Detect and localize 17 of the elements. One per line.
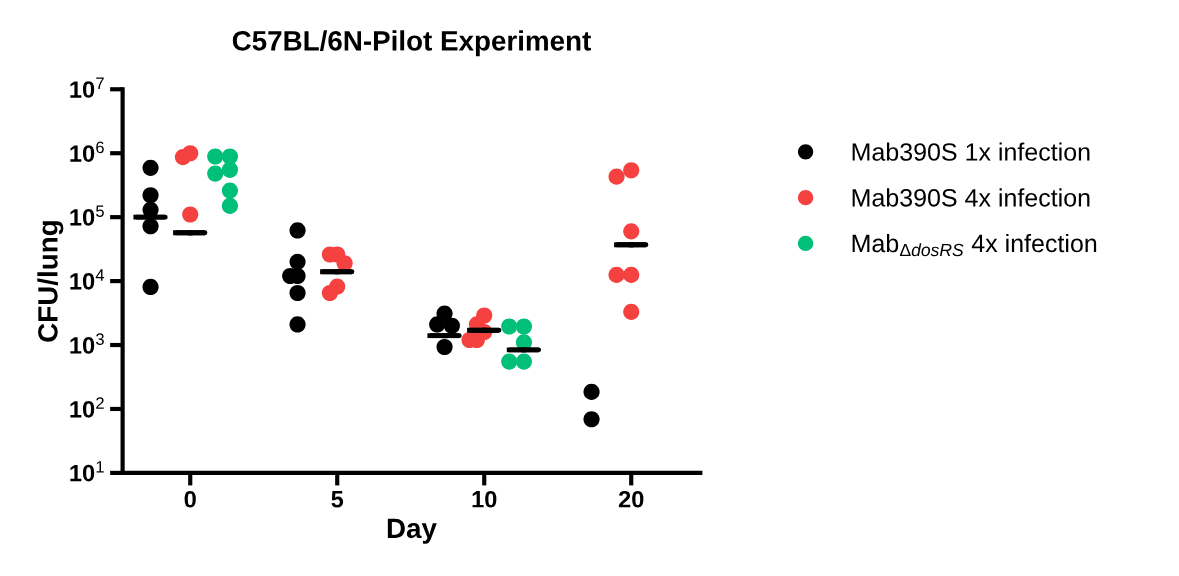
y-tick-label: 10$^{5}$ [70, 205, 104, 226]
chart-title: C57BL/6N-Pilot Experiment [232, 30, 591, 57]
y-tick-label: 10$^{1}$ [70, 461, 104, 482]
x-axis-title: Day [387, 518, 437, 544]
y-tick-label: 10$^{7}$ [70, 77, 104, 98]
x-tick-label: 10 [472, 490, 497, 508]
x-tick-label: 5 [331, 491, 344, 508]
y-tick-label: 10$^{2}$ [70, 397, 104, 418]
x-tick-label: 20 [618, 490, 644, 508]
y-tick-label: 10$^{6}$ [70, 141, 104, 162]
legend-label: Mab390S 4x infection [852, 188, 1090, 207]
y-tick-label: 10$^{3}$ [70, 333, 104, 354]
x-tick-label: 0 [184, 490, 196, 508]
y-tick-label: 10$^{4}$ [70, 269, 105, 290]
y-axis-title: CFU/lung [37, 221, 64, 342]
legend-label: Mab$_{ΔdosRS}$ 4x infection [852, 233, 1097, 257]
legend-label: Mab390S 1x infection [852, 142, 1090, 161]
